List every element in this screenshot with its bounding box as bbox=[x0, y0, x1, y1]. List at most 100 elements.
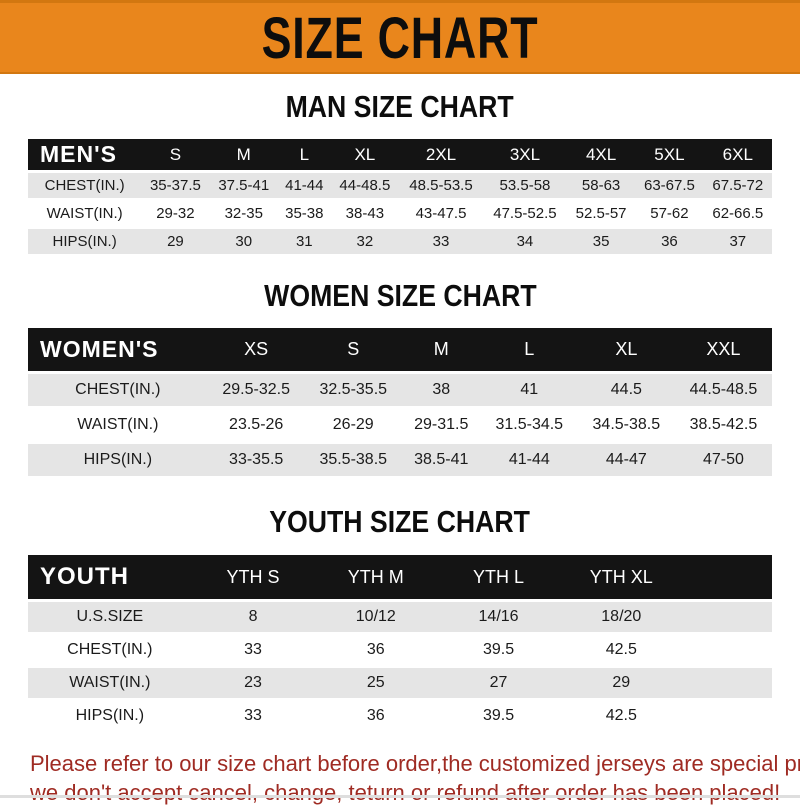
size-value-cell: 29-32 bbox=[156, 205, 195, 222]
size-value-cell: 37 bbox=[729, 233, 747, 250]
size-value-cell: 41 bbox=[520, 381, 539, 398]
size-value-cell: 38 bbox=[432, 381, 451, 398]
table-group-label: YOUTH bbox=[40, 563, 129, 590]
size-value-cell: 47.5-52.5 bbox=[493, 205, 557, 222]
disclaimer-line-1: Please refer to our size chart before or… bbox=[30, 751, 800, 776]
size-value-cell: 29 bbox=[167, 233, 184, 250]
women-section-title-text: WOMEN SIZE CHART bbox=[263, 278, 537, 313]
row-spacer-cell bbox=[683, 701, 772, 731]
column-header: 3XL bbox=[509, 144, 541, 164]
size-value-cell: 35 bbox=[592, 233, 610, 250]
size-value-cell: 26-29 bbox=[332, 416, 374, 433]
size-value-cell: 63-67.5 bbox=[643, 177, 695, 194]
men-section-title-text: MAN SIZE CHART bbox=[285, 89, 515, 124]
column-header: 2XL bbox=[425, 144, 457, 164]
size-value-cell: 18/20 bbox=[601, 608, 642, 625]
size-value-cell: 44-47 bbox=[605, 451, 647, 468]
section-women-size-chart: WOMEN SIZE CHART WOMEN'S XS S M L XL XXL CHEST(… bbox=[0, 278, 800, 479]
size-value-cell: 43-47.5 bbox=[415, 205, 467, 222]
size-value-cell: 39.5 bbox=[482, 641, 515, 658]
column-header: YTH XL bbox=[589, 566, 653, 587]
table-row: CHEST(IN.) 35-37.5 37.5-41 41-44 44-48.5 48.5… bbox=[28, 173, 772, 198]
row-label-cell: WAIST(IN.) bbox=[46, 205, 123, 222]
size-value-cell: 10/12 bbox=[355, 608, 396, 625]
row-label-cell: CHEST(IN.) bbox=[67, 641, 153, 658]
bottom-divider bbox=[0, 795, 800, 798]
row-label-cell: U.S.SIZE bbox=[76, 608, 144, 625]
size-value-cell: 35.5-38.5 bbox=[319, 451, 388, 468]
column-header: M bbox=[236, 144, 251, 164]
size-value-cell: 62-66.5 bbox=[712, 205, 764, 222]
column-header: L bbox=[299, 144, 310, 164]
column-header: YTH M bbox=[347, 566, 404, 587]
column-header: XS bbox=[244, 339, 269, 359]
table-row: HIPS(IN.) 33 36 39.5 42.5 bbox=[28, 701, 772, 731]
table-row: WAIST(IN.) 23.5-26 26-29 29-31.5 31.5-34.5 34… bbox=[28, 409, 772, 441]
column-header: L bbox=[524, 339, 535, 359]
size-value-cell: 33 bbox=[244, 641, 262, 658]
column-header: YTH S bbox=[226, 566, 280, 587]
column-header: M bbox=[433, 339, 449, 359]
size-value-cell: 67.5-72 bbox=[712, 177, 764, 194]
size-value-cell: 47-50 bbox=[702, 451, 744, 468]
size-value-cell: 36 bbox=[661, 233, 678, 250]
size-value-cell: 35-37.5 bbox=[149, 177, 201, 194]
size-value-cell: 53.5-58 bbox=[499, 177, 551, 194]
youth-section-title-text: YOUTH SIZE CHART bbox=[269, 504, 531, 539]
size-value-cell: 48.5-53.5 bbox=[409, 177, 473, 194]
table-group-label: WOMEN'S bbox=[40, 336, 159, 362]
size-value-cell: 38.5-42.5 bbox=[689, 416, 758, 433]
row-spacer-cell bbox=[683, 635, 772, 665]
row-label-cell: HIPS(IN.) bbox=[52, 233, 117, 250]
size-value-cell: 36 bbox=[366, 707, 385, 724]
size-value-cell: 57-62 bbox=[650, 205, 689, 222]
size-value-cell: 52.5-57 bbox=[575, 205, 627, 222]
size-value-cell: 41-44 bbox=[508, 451, 550, 468]
men-section-title: MAN SIZE CHART bbox=[0, 89, 800, 125]
table-row: HIPS(IN.) 33-35.5 35.5-38.5 38.5-41 41-44 44-… bbox=[28, 444, 772, 476]
column-header: XXL bbox=[706, 339, 741, 359]
row-label-cell: CHEST(IN.) bbox=[44, 177, 125, 194]
disclaimer-line-2: we don't accept cancel, change, teturn o… bbox=[30, 780, 781, 806]
size-value-cell: 31.5-34.5 bbox=[495, 416, 564, 433]
table-header-row: YOUTH YTH S YTH M YTH L YTH XL bbox=[28, 555, 772, 599]
size-value-cell: 37.5-41 bbox=[218, 177, 270, 194]
men-size-table: MEN'S S M L XL 2XL 3XL 4XL 5XL 6XL CHEST(IN.) 35-37… bbox=[28, 136, 772, 257]
size-value-cell: 8 bbox=[248, 608, 258, 625]
row-label-cell: HIPS(IN.) bbox=[75, 707, 145, 724]
row-spacer-cell bbox=[683, 602, 772, 632]
size-value-cell: 30 bbox=[235, 233, 253, 250]
column-header: S bbox=[169, 144, 182, 164]
size-value-cell: 44.5-48.5 bbox=[689, 381, 758, 398]
table-row: WAIST(IN.) 23 25 27 29 bbox=[28, 668, 772, 698]
size-value-cell: 38-43 bbox=[345, 205, 385, 222]
table-row: U.S.SIZE 8 10/12 14/16 18/20 bbox=[28, 602, 772, 632]
row-label-cell: WAIST(IN.) bbox=[77, 416, 159, 433]
row-spacer-cell bbox=[683, 668, 772, 698]
size-value-cell: 33-35.5 bbox=[229, 451, 284, 468]
size-value-cell: 32-35 bbox=[224, 205, 263, 222]
size-value-cell: 35-38 bbox=[285, 205, 324, 222]
header-spacer-cell bbox=[683, 555, 772, 599]
disclaimer-note: Please refer to our size chart before or… bbox=[30, 749, 800, 808]
size-value-cell: 33 bbox=[432, 233, 450, 250]
size-value-cell: 14/16 bbox=[478, 608, 519, 625]
size-value-cell: 58-63 bbox=[581, 177, 621, 194]
size-value-cell: 44-48.5 bbox=[339, 177, 391, 194]
size-value-cell: 38.5-41 bbox=[414, 451, 469, 468]
size-value-cell: 29-31.5 bbox=[414, 416, 469, 433]
size-value-cell: 23.5-26 bbox=[229, 416, 284, 433]
table-row: WAIST(IN.) 29-32 32-35 35-38 38-43 43-47.5 47.… bbox=[28, 201, 772, 226]
column-header: XL bbox=[354, 144, 376, 164]
column-header: XL bbox=[615, 339, 638, 359]
table-group-label: MEN'S bbox=[40, 141, 117, 167]
size-value-cell: 41-44 bbox=[285, 177, 324, 194]
size-value-cell: 31 bbox=[295, 233, 313, 250]
size-value-cell: 42.5 bbox=[605, 641, 637, 658]
size-value-cell: 42.5 bbox=[605, 707, 637, 724]
women-size-table: WOMEN'S XS S M L XL XXL CHEST(IN.) 29.5-32.5 32.5… bbox=[28, 325, 772, 479]
size-value-cell: 36 bbox=[366, 641, 385, 658]
women-section-title: WOMEN SIZE CHART bbox=[0, 278, 800, 314]
row-label-cell: HIPS(IN.) bbox=[83, 451, 153, 468]
table-header-row: MEN'S S M L XL 2XL 3XL 4XL 5XL 6XL bbox=[28, 139, 772, 170]
